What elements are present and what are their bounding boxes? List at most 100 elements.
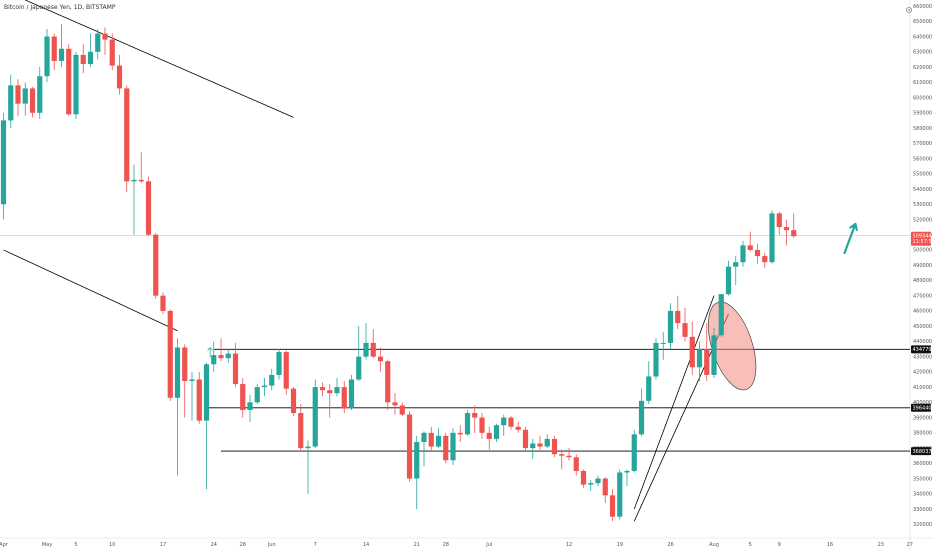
candle-55[interactable] [399, 402, 405, 417]
candle-103[interactable] [747, 231, 753, 252]
candle-108[interactable] [783, 219, 790, 246]
candle-41[interactable] [298, 403, 304, 452]
candle-68[interactable] [493, 423, 500, 442]
candle-98[interactable] [711, 327, 717, 378]
candle-40[interactable] [290, 387, 297, 417]
candle-34[interactable] [247, 394, 253, 423]
candle-78[interactable] [566, 448, 572, 461]
up-arrow-icon[interactable] [849, 222, 858, 231]
candle-25[interactable] [182, 344, 188, 418]
candle-100[interactable] [725, 260, 732, 296]
candle-67[interactable] [486, 426, 492, 450]
candle-13[interactable] [95, 28, 101, 60]
candle-91[interactable] [660, 332, 666, 360]
candle-73[interactable] [530, 438, 536, 459]
candle-99[interactable] [718, 294, 724, 337]
candle-10[interactable] [73, 51, 79, 119]
candle-77[interactable] [559, 449, 565, 470]
candle-53[interactable] [385, 359, 391, 410]
candle-81[interactable] [588, 480, 594, 491]
candle-30[interactable] [218, 338, 224, 362]
candle-49[interactable] [356, 326, 362, 382]
candle-61[interactable] [443, 432, 449, 464]
candle-2[interactable] [15, 79, 21, 116]
candle-32[interactable] [232, 342, 239, 388]
candle-22[interactable] [160, 292, 166, 314]
candle-59[interactable] [428, 426, 434, 452]
candle-36[interactable] [261, 377, 268, 397]
highlight-ellipse[interactable] [699, 296, 766, 395]
candle-84[interactable] [609, 489, 616, 522]
candle-7[interactable] [51, 33, 57, 71]
candle-74[interactable] [537, 435, 543, 450]
candle-42[interactable] [305, 440, 311, 494]
settings-icon[interactable] [906, 7, 912, 13]
candle-58[interactable] [421, 431, 427, 467]
candle-96[interactable] [696, 341, 703, 382]
candle-109[interactable] [791, 213, 797, 238]
candle-28[interactable] [203, 362, 210, 490]
candle-105[interactable] [762, 252, 768, 269]
trendline-1[interactable] [25, 0, 294, 118]
candle-85[interactable] [617, 469, 623, 520]
candle-4[interactable] [29, 86, 36, 118]
candle-106[interactable] [769, 210, 775, 264]
candle-107[interactable] [776, 211, 782, 235]
candle-19[interactable] [138, 152, 144, 183]
candle-95[interactable] [689, 321, 695, 375]
candle-43[interactable] [312, 379, 318, 449]
candle-35[interactable] [254, 384, 260, 404]
candle-18[interactable] [131, 164, 137, 235]
candle-79[interactable] [573, 454, 579, 476]
candle-47[interactable] [341, 381, 347, 414]
candle-12[interactable] [87, 33, 94, 68]
candle-69[interactable] [501, 414, 507, 436]
candle-65[interactable] [472, 405, 478, 433]
candle-76[interactable] [551, 435, 558, 458]
candle-48[interactable] [348, 374, 355, 410]
candle-50[interactable] [363, 323, 369, 360]
candle-80[interactable] [580, 469, 587, 488]
candle-1[interactable] [8, 74, 14, 129]
candle-5[interactable] [37, 67, 43, 119]
candle-17[interactable] [124, 85, 130, 193]
candle-57[interactable] [414, 435, 420, 510]
candle-9[interactable] [66, 44, 72, 116]
candle-8[interactable] [58, 24, 65, 68]
candle-0[interactable] [0, 112, 7, 220]
candle-45[interactable] [327, 384, 333, 418]
candles-layer[interactable] [0, 24, 797, 522]
candle-62[interactable] [450, 428, 456, 465]
candle-54[interactable] [392, 393, 398, 415]
candle-75[interactable] [544, 434, 550, 449]
candle-6[interactable] [44, 28, 50, 83]
trendline-4[interactable] [633, 295, 715, 510]
candle-101[interactable] [733, 256, 739, 286]
candle-83[interactable] [602, 477, 608, 503]
candle-3[interactable] [22, 82, 28, 116]
candle-60[interactable] [435, 428, 442, 449]
time-axis[interactable]: Apr May 5 10 17 24 28 Jun 7 14 21 28 Jul 12 19 26 Aug 5 9 1… [0, 542, 913, 548]
candle-38[interactable] [276, 349, 282, 380]
candle-11[interactable] [80, 44, 86, 74]
candle-64[interactable] [464, 409, 471, 436]
candle-93[interactable] [675, 295, 681, 330]
candle-52[interactable] [377, 347, 384, 372]
candle-23[interactable] [167, 309, 173, 401]
candle-24[interactable] [174, 338, 181, 476]
candle-14[interactable] [102, 27, 108, 55]
candle-89[interactable] [646, 361, 652, 404]
candle-26[interactable] [189, 371, 195, 421]
candle-33[interactable] [240, 377, 246, 418]
trendline-2[interactable] [3, 249, 178, 332]
candle-92[interactable] [667, 303, 674, 350]
candle-56[interactable] [406, 411, 413, 482]
candle-97[interactable] [704, 323, 710, 382]
candle-104[interactable] [754, 243, 761, 264]
price-axis[interactable]: 6600000 6500000 6400000 6300000 6200000 61000… [911, 4, 932, 528]
candle-88[interactable] [638, 388, 645, 436]
candle-71[interactable] [515, 422, 521, 433]
candle-66[interactable] [479, 413, 485, 439]
candle-82[interactable] [595, 475, 601, 487]
